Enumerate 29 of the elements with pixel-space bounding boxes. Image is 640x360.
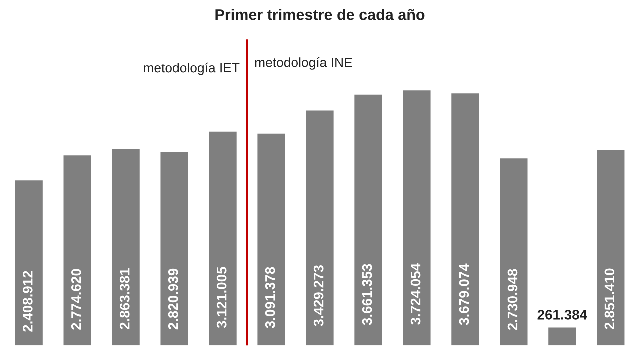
data-label: 2.774.620: [71, 269, 82, 330]
bar: [209, 132, 237, 346]
chart-title: Primer trimestre de cada año: [216, 9, 425, 20]
data-label: 2.863.381: [120, 268, 130, 330]
bar: [452, 94, 480, 346]
data-label: 3.661.353: [362, 264, 372, 326]
bar: [112, 150, 140, 346]
bar: [15, 180, 43, 346]
bar: [258, 134, 286, 346]
bar: [160, 152, 188, 346]
bar: [403, 90, 431, 346]
bar: [64, 156, 92, 346]
data-label: 3.091.378: [265, 267, 276, 328]
bar: [306, 110, 334, 346]
data-label: 3.121.005: [216, 267, 227, 328]
bar: [500, 158, 528, 346]
text: metodología INE: [255, 57, 352, 70]
bar: [597, 150, 625, 346]
data-label: 3.724.054: [410, 263, 421, 325]
bar: [354, 94, 382, 346]
data-label: 2.851.410: [604, 268, 615, 330]
data-label: 2.820.939: [168, 268, 178, 330]
text: metodología IET: [144, 62, 240, 76]
data-label: 2.730.948: [508, 269, 518, 330]
bar: [548, 328, 576, 346]
data-label: 3.429.273: [314, 266, 324, 326]
data-label: 2.408.912: [22, 271, 33, 332]
data-label: 3.679.074: [459, 264, 470, 326]
data-label: 261.384: [538, 310, 588, 320]
